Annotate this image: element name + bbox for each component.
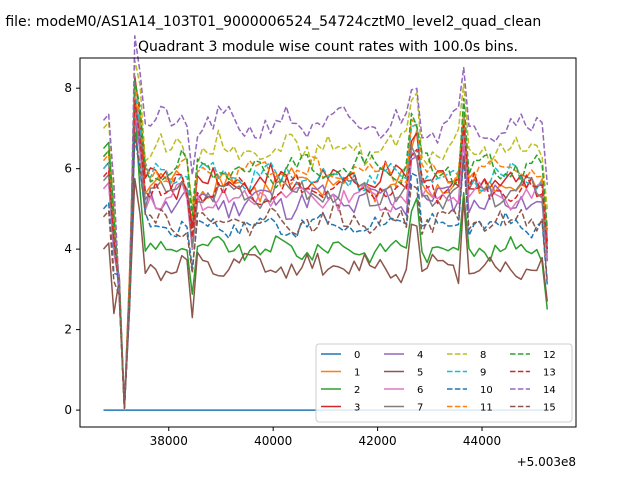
y-tick-label: 8 xyxy=(64,81,72,95)
legend-label: 15 xyxy=(543,403,556,414)
y-tick-label: 0 xyxy=(64,403,72,417)
legend-label: 14 xyxy=(543,385,556,396)
legend-label: 10 xyxy=(480,385,493,396)
series-line-7 xyxy=(102,103,549,409)
chart-title: Quadrant 3 module wise count rates with … xyxy=(138,39,518,55)
series-line-9 xyxy=(102,87,549,409)
series-line-5 xyxy=(102,177,549,409)
legend-label: 2 xyxy=(354,385,360,396)
series-line-13 xyxy=(102,99,549,409)
legend-label: 5 xyxy=(417,368,423,379)
legend-label: 12 xyxy=(543,350,556,361)
series-line-1 xyxy=(102,95,549,409)
legend-label: 13 xyxy=(543,368,556,379)
legend-label: 7 xyxy=(417,403,423,414)
series-line-4 xyxy=(102,111,549,409)
series-line-10 xyxy=(102,135,549,409)
legend-label: 0 xyxy=(354,350,360,361)
y-tick-label: 6 xyxy=(64,162,72,176)
legend-label: 9 xyxy=(480,368,486,379)
legend-label: 3 xyxy=(354,403,360,414)
x-tick-label: 42000 xyxy=(359,434,397,448)
series-line-14 xyxy=(102,35,549,409)
y-tick-label: 4 xyxy=(64,242,72,256)
plot-lines xyxy=(102,35,549,411)
series-line-3 xyxy=(102,75,549,409)
series-line-15 xyxy=(102,131,549,409)
series-line-12 xyxy=(102,79,549,409)
y-tick-label: 2 xyxy=(64,323,72,337)
legend-box xyxy=(315,343,573,423)
axes-frame xyxy=(79,57,577,428)
x-axis: 38000 40000 42000 44000 xyxy=(150,427,501,448)
x-tick-label: 38000 xyxy=(150,434,188,448)
x-tick-label: 40000 xyxy=(254,434,292,448)
legend-label: 6 xyxy=(417,385,423,396)
series-line-2 xyxy=(102,107,549,409)
legend-label: 1 xyxy=(354,368,360,379)
series-line-6 xyxy=(102,107,549,409)
x-offset-label: +5.003e8 xyxy=(517,455,576,469)
legend-label: 8 xyxy=(480,350,486,361)
x-tick-label: 44000 xyxy=(463,434,501,448)
y-axis: 0 2 4 6 8 xyxy=(64,81,80,417)
figure-suptitle: n file: modeM0/AS1A14_103T01_9000006524_… xyxy=(0,14,541,30)
series-line-8 xyxy=(102,59,549,409)
legend-label: 4 xyxy=(417,350,423,361)
legend-label: 11 xyxy=(480,403,493,414)
